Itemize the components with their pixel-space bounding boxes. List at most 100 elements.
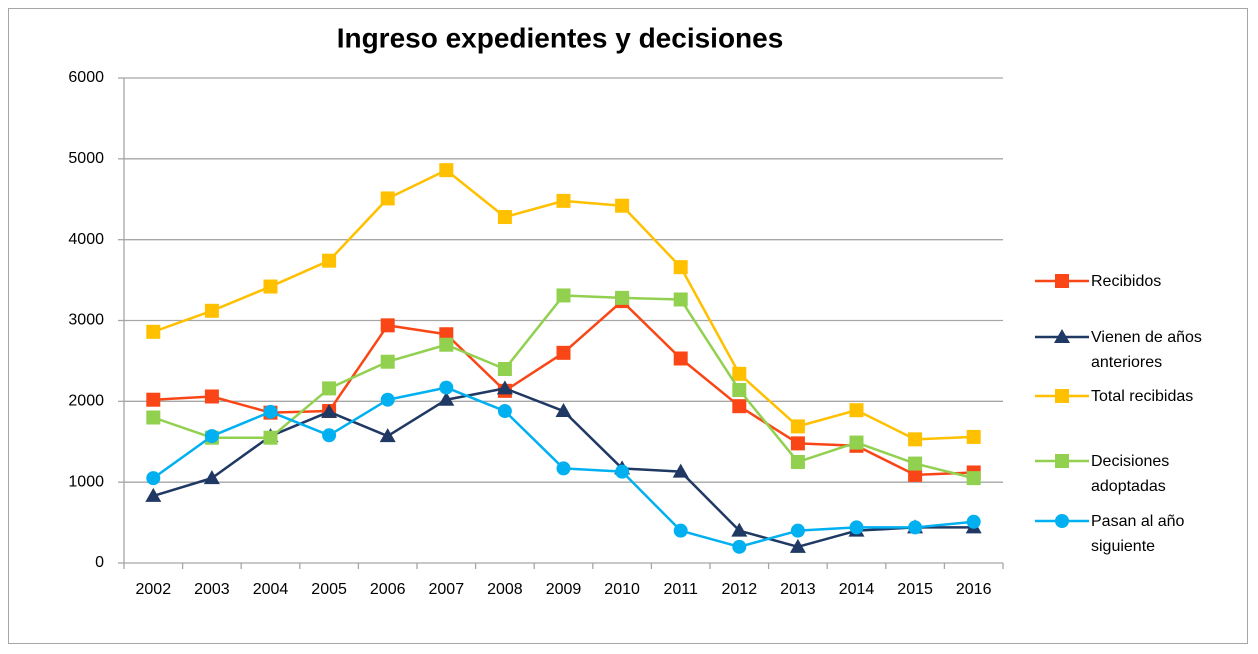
y-tick-label: 6000 — [68, 69, 104, 86]
marker — [439, 337, 454, 352]
marker — [263, 279, 278, 294]
marker — [790, 419, 805, 434]
marker — [732, 399, 747, 414]
x-tick-label: 2013 — [780, 581, 816, 598]
marker — [556, 345, 571, 360]
marker — [908, 456, 923, 471]
marker — [146, 410, 161, 425]
marker — [966, 429, 981, 444]
marker — [439, 163, 454, 178]
marker — [1054, 329, 1070, 343]
y-tick-label: 3000 — [68, 312, 104, 329]
marker — [439, 327, 454, 342]
marker — [556, 288, 571, 303]
x-tick-label: 2015 — [897, 581, 933, 598]
marker — [556, 461, 571, 476]
marker — [204, 303, 219, 318]
marker — [379, 428, 396, 443]
marker — [731, 522, 748, 537]
legend-label: Vienen de años anteriores — [1091, 328, 1202, 371]
x-tick-label: 2006 — [370, 581, 406, 598]
marker — [204, 389, 219, 404]
x-tick-label: 2011 — [663, 581, 698, 598]
marker — [203, 470, 220, 485]
marker — [263, 430, 278, 445]
marker — [380, 318, 395, 333]
y-tick-label: 5000 — [68, 150, 104, 167]
marker — [1055, 389, 1069, 403]
marker — [908, 467, 923, 482]
marker — [263, 404, 278, 419]
marker — [497, 210, 512, 225]
marker — [556, 193, 571, 208]
marker — [1055, 274, 1069, 288]
marker — [322, 428, 337, 443]
legend-label: Total recibidas — [1091, 387, 1194, 405]
x-tick-label: 2010 — [604, 581, 640, 598]
marker — [146, 471, 161, 486]
x-tick-label: 2003 — [194, 581, 230, 598]
marker — [673, 523, 688, 538]
marker — [908, 432, 923, 447]
marker — [615, 290, 630, 305]
marker — [615, 464, 630, 479]
marker — [321, 403, 338, 418]
marker — [322, 381, 337, 396]
marker — [672, 463, 689, 478]
marker — [673, 351, 688, 366]
marker — [790, 454, 805, 469]
marker — [966, 514, 981, 529]
x-tick-label: 2008 — [487, 581, 523, 598]
x-tick-label: 2007 — [429, 581, 465, 598]
x-tick-label: 2014 — [839, 581, 875, 598]
x-tick-label: 2002 — [136, 581, 172, 598]
marker — [1055, 514, 1069, 528]
marker — [1055, 454, 1069, 468]
marker — [849, 520, 864, 535]
marker — [380, 191, 395, 206]
marker — [146, 392, 161, 407]
series-line — [152, 168, 974, 441]
x-tick-label: 2005 — [311, 581, 347, 598]
marker — [790, 523, 805, 538]
x-tick-label: 2004 — [253, 581, 289, 598]
marker — [789, 538, 806, 553]
marker — [732, 383, 747, 398]
marker — [732, 539, 747, 554]
marker — [438, 391, 455, 406]
marker — [673, 292, 688, 307]
marker — [555, 403, 572, 418]
marker — [204, 429, 219, 444]
marker — [966, 471, 981, 486]
marker — [732, 366, 747, 381]
marker — [497, 404, 512, 419]
marker — [496, 380, 513, 395]
marker — [380, 392, 395, 407]
y-tick-label: 0 — [95, 554, 104, 571]
x-tick-label: 2009 — [546, 581, 582, 598]
marker — [673, 260, 688, 275]
marker — [908, 520, 923, 535]
marker — [615, 198, 630, 213]
chart-title: Ingreso expedientes y decisiones — [337, 22, 784, 53]
y-tick-label: 4000 — [68, 231, 104, 248]
legend-label: Recibidos — [1091, 272, 1162, 290]
legend-label: Decisiones adoptadas — [1091, 452, 1170, 495]
marker — [497, 362, 512, 376]
legend-label: Pasan al año siguiente — [1091, 512, 1185, 555]
x-tick-label: 2012 — [722, 581, 758, 598]
marker — [146, 324, 161, 339]
marker — [849, 435, 864, 450]
marker — [439, 380, 454, 395]
marker — [790, 436, 805, 451]
marker — [322, 253, 337, 268]
marker — [849, 403, 864, 418]
marker — [380, 354, 395, 369]
y-tick-label: 2000 — [68, 393, 104, 410]
marker — [145, 487, 162, 502]
x-tick-label: 2016 — [956, 581, 992, 598]
y-tick-label: 1000 — [68, 473, 104, 490]
chart-frame — [8, 8, 1248, 644]
